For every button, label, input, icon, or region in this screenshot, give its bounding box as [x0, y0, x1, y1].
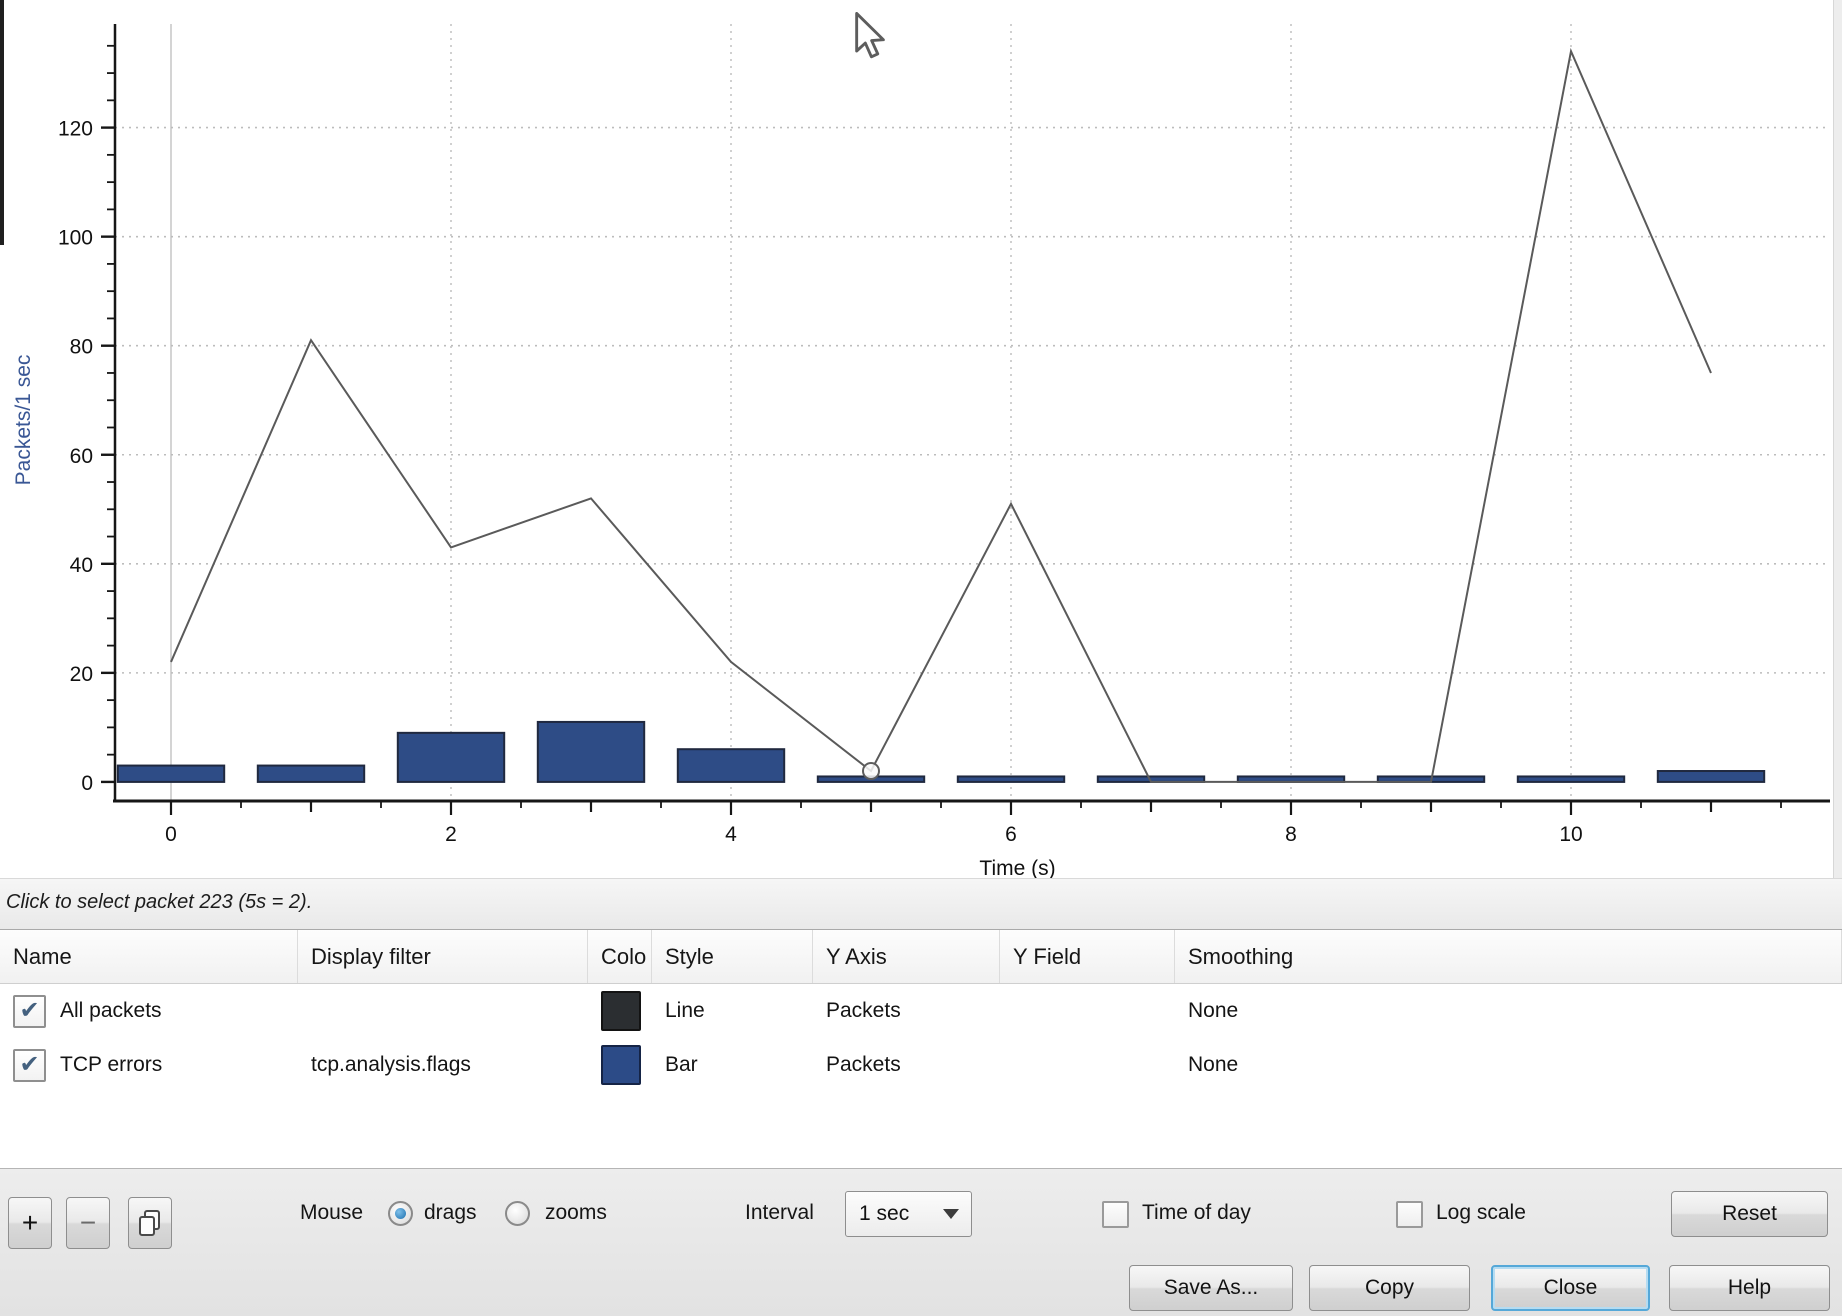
- axes: 0 20 40 60 80 100 120 0 2 4 6 8 10 Time (s) Packets/1 …: [12, 24, 1830, 878]
- mouse-drags-radio[interactable]: [388, 1201, 413, 1226]
- time-of-day-label[interactable]: Time of day: [1142, 1201, 1251, 1224]
- graph-display-filter[interactable]: tcp.analysis.flags: [311, 1053, 471, 1076]
- save-as-button[interactable]: Save As...: [1129, 1265, 1293, 1311]
- graph-smoothing[interactable]: None: [1188, 1053, 1239, 1076]
- graph-style[interactable]: Bar: [665, 1053, 698, 1076]
- graph-y-axis[interactable]: Packets: [826, 999, 901, 1022]
- io-graph-plot[interactable]: 0 20 40 60 80 100 120 0 2 4 6 8 10 Time (s) Packets/1 …: [0, 0, 1842, 878]
- color-swatch[interactable]: [601, 1045, 641, 1085]
- svg-text:80: 80: [70, 336, 93, 359]
- mouse-label: Mouse: [300, 1201, 364, 1224]
- col-header-smoothing[interactable]: Smoothing: [1175, 930, 1842, 983]
- graph-y-axis[interactable]: Packets: [826, 1053, 901, 1076]
- log-scale-checkbox[interactable]: [1396, 1201, 1423, 1228]
- hover-status-text: Click to select packet 223 (5s = 2).: [6, 891, 313, 913]
- gridlines: [115, 24, 1830, 801]
- col-header-display-filter[interactable]: Display filter: [298, 930, 588, 983]
- svg-text:120: 120: [58, 118, 93, 141]
- svg-text:0: 0: [81, 772, 93, 795]
- graph-enabled-checkbox[interactable]: ✔: [13, 994, 46, 1028]
- mouse-cursor-icon: [855, 12, 885, 59]
- interval-value: 1 sec: [859, 1202, 910, 1225]
- svg-text:20: 20: [70, 663, 93, 686]
- graph-y-field[interactable]: [1000, 1038, 1175, 1092]
- check-icon: ✔: [19, 995, 40, 1024]
- col-header-y-field[interactable]: Y Field: [1000, 930, 1175, 983]
- reset-button[interactable]: Reset: [1671, 1191, 1828, 1237]
- tcp-errors-bars: [116, 720, 1766, 783]
- col-header-style[interactable]: Style: [652, 930, 813, 983]
- color-swatch[interactable]: [601, 991, 641, 1031]
- interval-dropdown[interactable]: 1 sec: [845, 1191, 972, 1237]
- time-of-day-checkbox[interactable]: [1102, 1201, 1129, 1228]
- table-row[interactable]: ✔ All packets Line Packets None: [0, 984, 1842, 1038]
- check-icon: ✔: [19, 1049, 40, 1078]
- io-graph-canvas[interactable]: 0 20 40 60 80 100 120 0 2 4 6 8 10 Time (s) Packets/1 …: [0, 0, 1842, 878]
- graph-name: All packets: [60, 999, 162, 1022]
- duplicate-graph-button[interactable]: [128, 1197, 172, 1249]
- graphs-table: Name Display filter Colo Style Y Axis Y …: [0, 930, 1842, 1168]
- copy-button[interactable]: Copy: [1309, 1265, 1470, 1311]
- graph-style[interactable]: Line: [665, 999, 705, 1022]
- col-header-color[interactable]: Colo: [588, 930, 652, 983]
- remove-graph-button[interactable]: −: [66, 1197, 110, 1249]
- svg-text:60: 60: [70, 445, 93, 468]
- x-axis-title: Time (s): [979, 857, 1055, 878]
- mouse-drags-label[interactable]: drags: [424, 1201, 477, 1224]
- graph-y-field[interactable]: [1000, 984, 1175, 1038]
- graph-display-filter[interactable]: [298, 984, 588, 1038]
- col-header-name[interactable]: Name: [0, 930, 298, 983]
- hovered-data-point: [862, 762, 880, 781]
- svg-text:40: 40: [70, 554, 93, 577]
- interval-label: Interval: [745, 1201, 814, 1224]
- hover-status-bar: Click to select packet 223 (5s = 2).: [0, 878, 1842, 930]
- svg-text:6: 6: [1005, 823, 1017, 846]
- log-scale-label[interactable]: Log scale: [1436, 1201, 1526, 1224]
- svg-text:10: 10: [1559, 823, 1582, 846]
- mouse-zooms-label[interactable]: zooms: [545, 1201, 607, 1224]
- graph-enabled-checkbox[interactable]: ✔: [13, 1048, 46, 1082]
- table-row[interactable]: ✔ TCP errors tcp.analysis.flags Bar Pack…: [0, 1038, 1842, 1092]
- svg-text:100: 100: [58, 227, 93, 250]
- svg-text:8: 8: [1285, 823, 1297, 846]
- svg-text:2: 2: [445, 823, 457, 846]
- svg-text:4: 4: [725, 823, 737, 846]
- plot-right-edge: [1833, 0, 1842, 878]
- y-axis-title: Packets/1 sec: [12, 355, 35, 486]
- graphs-table-header: Name Display filter Colo Style Y Axis Y …: [0, 930, 1842, 984]
- graph-smoothing[interactable]: None: [1188, 999, 1239, 1022]
- add-graph-button[interactable]: +: [8, 1197, 52, 1249]
- help-button[interactable]: Help: [1669, 1265, 1830, 1311]
- graph-name: TCP errors: [60, 1053, 163, 1076]
- close-button[interactable]: Close: [1491, 1265, 1650, 1311]
- svg-text:0: 0: [165, 823, 177, 846]
- all-packets-line: [170, 47, 1712, 783]
- window-left-edge: [0, 0, 4, 245]
- mouse-zooms-radio[interactable]: [505, 1201, 530, 1226]
- chevron-down-icon: [943, 1209, 959, 1219]
- col-header-y-axis[interactable]: Y Axis: [813, 930, 1000, 983]
- copy-icon: [139, 1210, 160, 1236]
- dialog-footer: + − Mouse drags zooms Interval 1 sec Tim…: [0, 1168, 1842, 1316]
